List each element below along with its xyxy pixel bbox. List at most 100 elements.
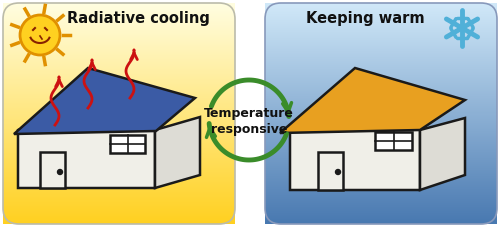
Bar: [265, 201, 497, 202]
Bar: [265, 82, 497, 83]
Bar: [3, 180, 235, 181]
Bar: [265, 47, 497, 48]
Bar: [3, 204, 235, 205]
Bar: [265, 176, 497, 177]
Bar: [3, 67, 235, 68]
Bar: [3, 61, 235, 62]
Bar: [3, 183, 235, 184]
Bar: [3, 109, 235, 111]
Bar: [3, 121, 235, 123]
Bar: [3, 9, 235, 10]
Bar: [265, 218, 497, 219]
Bar: [265, 26, 497, 27]
Bar: [3, 83, 235, 84]
Circle shape: [336, 170, 340, 175]
Bar: [265, 25, 497, 26]
Bar: [265, 87, 497, 88]
Bar: [265, 21, 497, 22]
Bar: [265, 133, 497, 134]
Bar: [3, 57, 235, 58]
Bar: [265, 57, 497, 58]
Bar: [3, 145, 235, 146]
Bar: [265, 132, 497, 133]
Bar: [265, 183, 497, 184]
Bar: [265, 153, 497, 154]
Bar: [3, 173, 235, 174]
Bar: [3, 65, 235, 66]
Bar: [3, 95, 235, 96]
Bar: [265, 95, 497, 96]
Bar: [3, 93, 235, 94]
Bar: [3, 177, 235, 178]
Bar: [3, 76, 235, 77]
Bar: [265, 109, 497, 111]
Bar: [265, 104, 497, 106]
Bar: [3, 25, 235, 26]
Bar: [3, 123, 235, 125]
Bar: [265, 46, 497, 47]
Bar: [265, 219, 497, 220]
Bar: [3, 172, 235, 173]
Bar: [3, 11, 235, 12]
Bar: [265, 75, 497, 76]
Bar: [265, 43, 497, 44]
Bar: [3, 18, 235, 19]
Bar: [3, 127, 235, 128]
Bar: [3, 134, 235, 135]
Bar: [3, 182, 235, 183]
Bar: [3, 166, 235, 167]
Bar: [265, 84, 497, 85]
Bar: [265, 192, 497, 193]
Bar: [265, 187, 497, 188]
Bar: [3, 52, 235, 53]
Bar: [265, 44, 497, 45]
Bar: [265, 113, 497, 114]
Bar: [265, 205, 497, 206]
Bar: [265, 65, 497, 66]
Bar: [3, 175, 235, 176]
Bar: [265, 20, 497, 21]
Bar: [265, 196, 497, 197]
Bar: [3, 34, 235, 35]
Bar: [265, 172, 497, 173]
Polygon shape: [375, 132, 412, 150]
Bar: [3, 162, 235, 163]
Bar: [3, 153, 235, 154]
Bar: [3, 170, 235, 171]
Bar: [3, 171, 235, 172]
Bar: [265, 170, 497, 171]
Bar: [265, 156, 497, 157]
Bar: [3, 135, 235, 136]
Bar: [3, 197, 235, 198]
Bar: [3, 165, 235, 166]
Polygon shape: [280, 68, 465, 133]
Bar: [265, 216, 497, 217]
Bar: [3, 169, 235, 170]
Bar: [265, 22, 497, 23]
Bar: [265, 111, 497, 113]
Bar: [265, 181, 497, 182]
Bar: [3, 219, 235, 220]
Bar: [265, 198, 497, 199]
Bar: [265, 17, 497, 18]
Bar: [265, 214, 497, 215]
Bar: [3, 102, 235, 104]
Circle shape: [58, 170, 62, 175]
Bar: [265, 180, 497, 181]
Bar: [3, 138, 235, 139]
Bar: [3, 131, 235, 132]
Bar: [3, 164, 235, 165]
Bar: [3, 176, 235, 177]
Bar: [3, 217, 235, 218]
Bar: [3, 81, 235, 82]
Text: Radiative cooling: Radiative cooling: [66, 10, 210, 25]
Bar: [3, 155, 235, 156]
Bar: [3, 118, 235, 120]
Bar: [3, 26, 235, 27]
Bar: [265, 147, 497, 148]
Bar: [265, 89, 497, 90]
Bar: [265, 210, 497, 211]
Polygon shape: [155, 117, 200, 188]
Bar: [3, 39, 235, 40]
Bar: [3, 89, 235, 90]
